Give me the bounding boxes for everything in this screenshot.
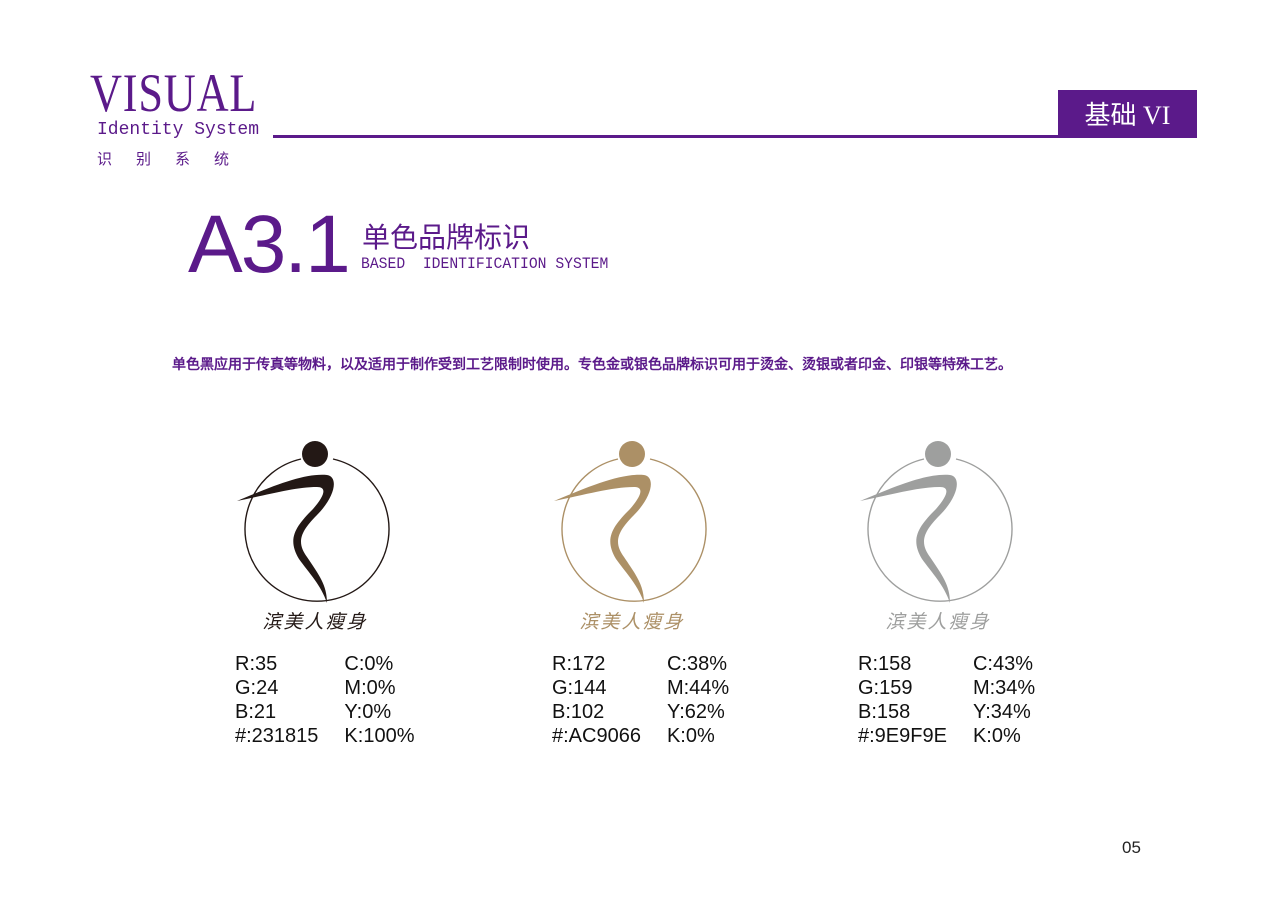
logo-variant-black: 滨美人瘦身 R:35 G:24 B:21 #:231815 C:0% M:0% Y:0% K… xyxy=(235,435,435,748)
cmyk-value: C:38% xyxy=(666,653,727,675)
header-visual: VISUAL xyxy=(90,63,258,123)
header-rule xyxy=(273,135,1197,138)
brand-logo-icon xyxy=(860,441,1013,603)
rgb-value: R:35 xyxy=(235,653,278,675)
section-number: A3.1 xyxy=(188,199,351,290)
brand-logo-icon xyxy=(237,441,390,603)
cmyk-value: Y:0% xyxy=(344,701,392,723)
cmyk-values: C:0% M:0% Y:0% K:100% xyxy=(344,652,414,748)
cmyk-values: C:38% M:44% Y:62% K:0% xyxy=(667,652,729,748)
rgb-value: #:9E9F9E xyxy=(858,725,947,747)
header-chinese: 识别系统 xyxy=(97,151,254,168)
page-number: 05 xyxy=(1122,838,1141,857)
cmyk-values: C:43% M:34% Y:34% K:0% xyxy=(973,652,1035,748)
cmyk-value: M:34% xyxy=(972,677,1036,699)
cmyk-value: M:44% xyxy=(666,677,730,699)
rgb-values: R:158 G:159 B:158 #:9E9F9E xyxy=(858,652,947,748)
rgb-value: B:102 xyxy=(552,701,605,723)
cmyk-value: Y:62% xyxy=(666,701,725,723)
cmyk-value: K:100% xyxy=(344,725,415,747)
cmyk-value: K:0% xyxy=(666,725,715,747)
header-identity-system: Identity System xyxy=(97,120,260,140)
rgb-value: R:172 xyxy=(552,653,606,675)
color-specs: R:35 G:24 B:21 #:231815 C:0% M:0% Y:0% K:100% xyxy=(235,652,435,748)
brand-name: 滨美人瘦身 xyxy=(885,611,991,633)
rgb-values: R:35 G:24 B:21 #:231815 xyxy=(235,652,318,748)
color-specs: R:158 G:159 B:158 #:9E9F9E C:43% M:34% Y:34% K… xyxy=(858,652,1058,748)
color-specs: R:172 G:144 B:102 #:AC9066 C:38% M:44% Y:62% K… xyxy=(552,652,752,748)
brand-name: 滨美人瘦身 xyxy=(579,611,685,633)
rgb-value: G:159 xyxy=(858,677,913,699)
cmyk-value: K:0% xyxy=(972,725,1021,747)
rgb-value: R:158 xyxy=(858,653,912,675)
section-title: 单色品牌标识 xyxy=(362,222,531,253)
brand-name: 滨美人瘦身 xyxy=(262,611,368,633)
rgb-value: #:231815 xyxy=(235,725,319,747)
cmyk-value: M:0% xyxy=(344,677,396,699)
section-tag: 基础 VI xyxy=(1058,90,1197,137)
rgb-value: G:24 xyxy=(235,677,279,699)
rgb-values: R:172 G:144 B:102 #:AC9066 xyxy=(552,652,641,748)
rgb-value: B:21 xyxy=(235,701,277,723)
brand-logo-icon xyxy=(554,441,707,603)
cmyk-value: Y:34% xyxy=(972,701,1031,723)
description: 单色黑应用于传真等物料，以及适用于制作受到工艺限制时使用。专色金或银色品牌标识可… xyxy=(172,356,1012,372)
cmyk-value: C:43% xyxy=(972,653,1033,675)
logo-variant-silver: 滨美人瘦身 R:158 G:159 B:158 #:9E9F9E C:43% M:34%… xyxy=(858,435,1058,748)
rgb-value: #:AC9066 xyxy=(552,725,641,747)
section-subtitle: BASED IDENTIFICATION SYSTEM xyxy=(361,255,609,273)
cmyk-value: C:0% xyxy=(344,653,394,675)
rgb-value: B:158 xyxy=(858,701,911,723)
logo-variant-gold: 滨美人瘦身 R:172 G:144 B:102 #:AC9066 C:38% M:44%… xyxy=(552,435,752,748)
rgb-value: G:144 xyxy=(552,677,607,699)
